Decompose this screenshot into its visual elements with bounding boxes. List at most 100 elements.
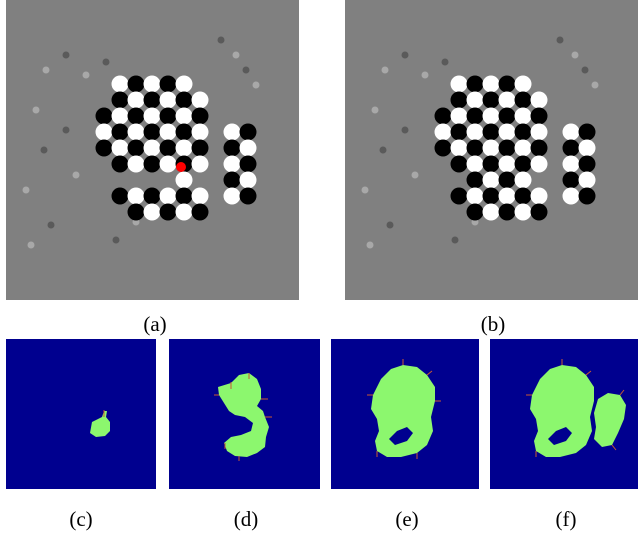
checker-cell [578, 187, 596, 205]
checker-cell [498, 203, 516, 221]
faint-dot [22, 186, 30, 194]
checker-cell [530, 107, 548, 125]
faint-dot [371, 106, 379, 114]
checker-cell [482, 155, 500, 173]
checker-cell [466, 155, 484, 173]
checker-cell [514, 171, 532, 189]
checker-cell [239, 155, 257, 173]
checker-cell [191, 139, 209, 157]
caption-e: (e) [395, 507, 419, 531]
checker-cell [239, 171, 257, 189]
faint-dot [102, 58, 110, 66]
checker-cell [223, 171, 241, 189]
checker-cell [111, 187, 129, 205]
checker-cell [562, 187, 580, 205]
checker-cell [191, 187, 209, 205]
checker-cell [111, 155, 129, 173]
panel-e-edge-marks [367, 359, 441, 459]
faint-dot [232, 51, 240, 59]
checker-cell [578, 155, 596, 173]
checker-cell [530, 139, 548, 157]
faint-dot [217, 36, 225, 44]
checker-cell [143, 203, 161, 221]
faint-dot [32, 106, 40, 114]
checker-cell [191, 91, 209, 109]
checker-cell [175, 139, 193, 157]
checker-cell [450, 75, 468, 93]
checker-cell [143, 155, 161, 173]
panel-b-checker-pattern [434, 75, 596, 221]
checker-cell [223, 155, 241, 173]
checker-cell [143, 75, 161, 93]
faint-dot [40, 146, 48, 154]
checker-cell [514, 139, 532, 157]
checker-cell [434, 139, 452, 157]
checker-cell [514, 203, 532, 221]
checker-cell [159, 203, 177, 221]
panel-f-mask [490, 339, 638, 489]
checker-cell [159, 75, 177, 93]
panel-e-region [371, 365, 435, 457]
panel-f-edge-marks [526, 359, 625, 457]
faint-dot [361, 186, 369, 194]
panel-c-region [90, 411, 110, 437]
panel-d-mask [169, 339, 320, 489]
checker-cell [111, 91, 129, 109]
checker-cell [498, 187, 516, 205]
checker-cell [111, 123, 129, 141]
faint-dot [82, 71, 90, 79]
checker-cell [530, 123, 548, 141]
checker-cell [498, 171, 516, 189]
checker-cell [530, 91, 548, 109]
checker-cell [191, 107, 209, 125]
faint-dot [591, 81, 599, 89]
panel-c-background [6, 339, 156, 489]
faint-dot [441, 58, 449, 66]
checker-cell [239, 187, 257, 205]
panel-a-checker-pattern [95, 75, 257, 221]
faint-dot [451, 236, 459, 244]
checker-cell [175, 91, 193, 109]
checker-cell [562, 139, 580, 157]
checker-cell [175, 171, 193, 189]
caption-f: (f) [555, 507, 577, 531]
checker-cell [578, 123, 596, 141]
checker-cell [450, 155, 468, 173]
checker-cell [159, 91, 177, 109]
checker-cell [191, 155, 209, 173]
checker-cell [175, 187, 193, 205]
checker-cell [450, 187, 468, 205]
checker-cell [175, 75, 193, 93]
checker-cell [498, 107, 516, 125]
checker-cell [434, 107, 452, 125]
checker-cell [175, 123, 193, 141]
panel-f-region-right [594, 393, 626, 447]
caption-c: (c) [69, 507, 93, 531]
checker-cell [498, 139, 516, 157]
faint-dot [47, 221, 55, 229]
panel-b-image [345, 0, 638, 300]
checker-cell [111, 107, 129, 125]
checker-cell [514, 123, 532, 141]
faint-dot [386, 221, 394, 229]
faint-dot [411, 171, 419, 179]
checker-cell [530, 155, 548, 173]
faint-dot [112, 236, 120, 244]
checker-cell [466, 171, 484, 189]
checker-cell [562, 171, 580, 189]
faint-dot [242, 66, 250, 74]
checker-cell [466, 203, 484, 221]
faint-dot [401, 126, 409, 134]
faint-dot [27, 241, 35, 249]
checker-cell [562, 123, 580, 141]
checker-cell [143, 91, 161, 109]
checker-cell [95, 139, 113, 157]
faint-dot [581, 66, 589, 74]
checker-cell [450, 107, 468, 125]
checker-cell [514, 107, 532, 125]
checker-cell [434, 123, 452, 141]
checker-cell [159, 187, 177, 205]
checker-cell [111, 139, 129, 157]
checker-cell [498, 75, 516, 93]
checker-cell [482, 171, 500, 189]
